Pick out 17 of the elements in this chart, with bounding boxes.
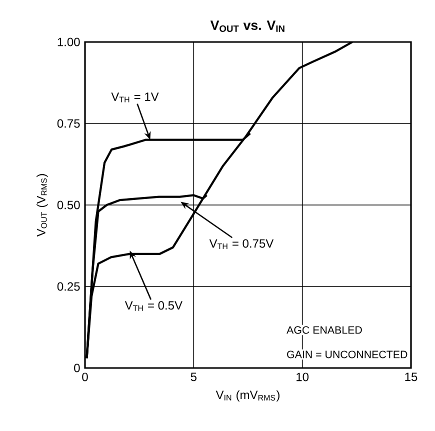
x-tick-label: 0 [82,372,88,382]
chart-title: V$_{OUT}$ vs. V$_{IN}$ [210,20,284,32]
y-tick-label: 0 [74,364,80,372]
annotation: V$_{TH}$ = 0.5V [124,301,182,311]
annotation: V$_{TH}$ = 1V [111,92,159,102]
y-tick-label: 0.75 [57,119,80,128]
y-axis-title: V$_{OUT}$ (V$_{RMS}$) [36,174,48,237]
x-axis-title: V$_{IN}$ (mV$_{RMS}$) [216,390,280,402]
y-tick-label: 0.25 [57,282,80,291]
y-tick-label: 0.50 [57,200,80,210]
annotation: AGC ENABLED [286,326,362,334]
x-tick-label: 15 [405,372,418,382]
y-tick-label: 1.00 [58,38,80,46]
annotation: GAIN = UNCONNECTED [287,350,408,358]
x-tick-label: 10 [296,372,309,382]
annotation: V$_{TH}$ = 0.75V [209,239,274,249]
x-tick-label: 5 [190,372,196,382]
